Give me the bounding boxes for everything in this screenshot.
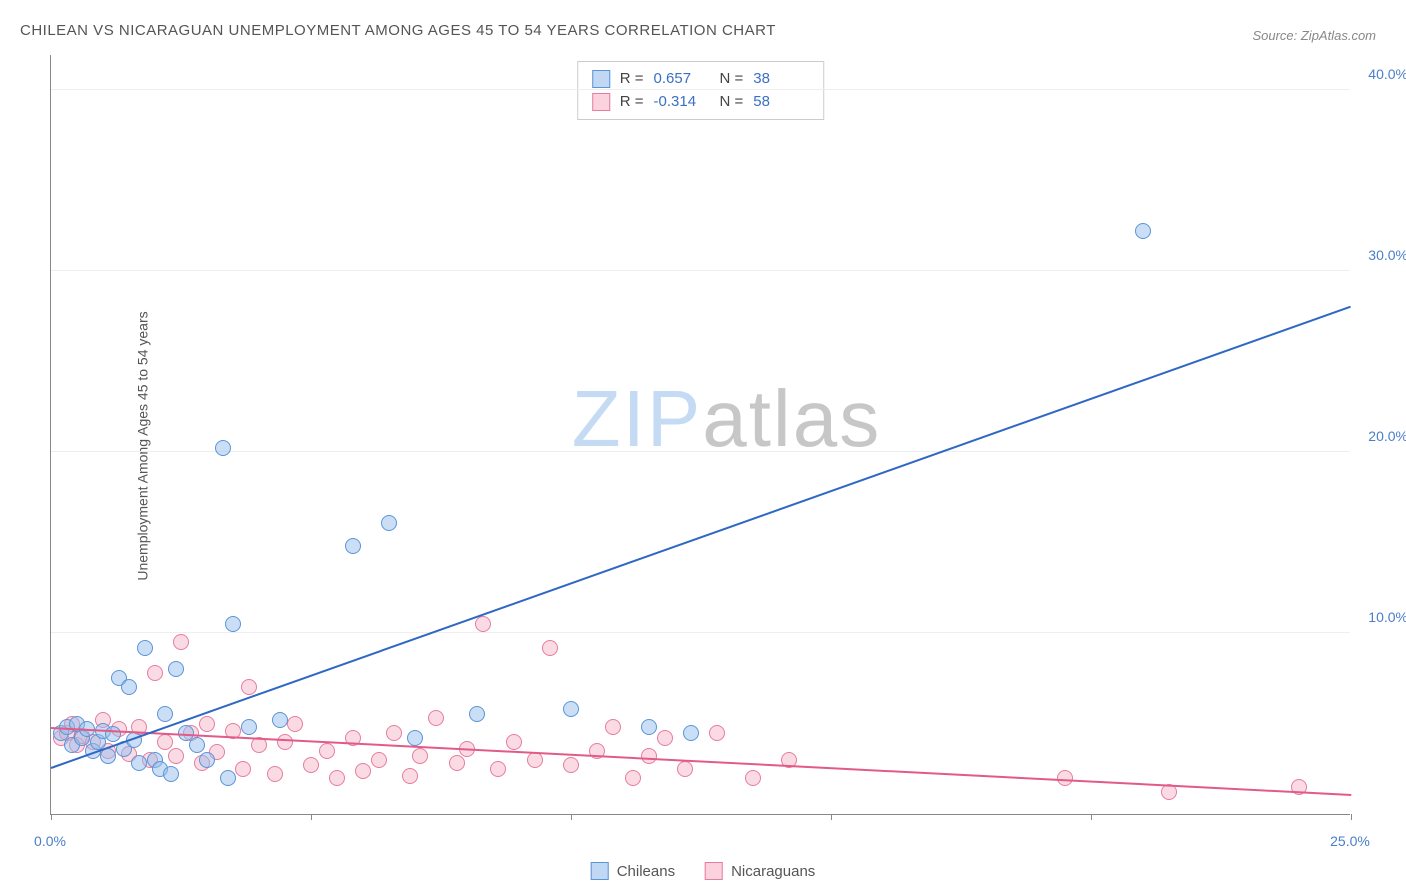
scatter-point — [157, 706, 173, 722]
swatch-blue-icon — [592, 70, 610, 88]
scatter-point — [386, 725, 402, 741]
n-label: N = — [720, 91, 744, 114]
y-tick-label: 10.0% — [1368, 609, 1406, 625]
scatter-point — [147, 665, 163, 681]
scatter-point — [563, 701, 579, 717]
scatter-point — [173, 634, 189, 650]
chilean-n-value: 38 — [753, 68, 809, 91]
stats-box: R = 0.657 N = 38 R = -0.314 N = 58 — [577, 61, 825, 120]
scatter-point — [272, 712, 288, 728]
scatter-point — [1135, 223, 1151, 239]
swatch-pink-icon — [705, 862, 723, 880]
scatter-point — [641, 719, 657, 735]
x-tick — [1091, 814, 1092, 820]
watermark-part1: ZIP — [572, 374, 702, 463]
r-label: R = — [620, 68, 644, 91]
y-tick-label: 40.0% — [1368, 66, 1406, 82]
scatter-point — [605, 719, 621, 735]
watermark-part2: atlas — [702, 374, 881, 463]
scatter-point — [163, 766, 179, 782]
scatter-point — [709, 725, 725, 741]
scatter-point — [329, 770, 345, 786]
gridline — [51, 451, 1350, 452]
scatter-point — [506, 734, 522, 750]
trend-line — [51, 305, 1352, 768]
scatter-point — [490, 761, 506, 777]
swatch-blue-icon — [591, 862, 609, 880]
swatch-pink-icon — [592, 93, 610, 111]
gridline — [51, 270, 1350, 271]
scatter-point — [105, 726, 121, 742]
nicaraguan-n-value: 58 — [753, 91, 809, 114]
nicaraguan-r-value: -0.314 — [654, 91, 710, 114]
x-tick — [51, 814, 52, 820]
scatter-point — [355, 763, 371, 779]
scatter-point — [1057, 770, 1073, 786]
scatter-point — [277, 734, 293, 750]
scatter-point — [449, 755, 465, 771]
gridline — [51, 89, 1350, 90]
y-tick-label: 30.0% — [1368, 247, 1406, 263]
scatter-point — [215, 440, 231, 456]
scatter-point — [371, 752, 387, 768]
x-tick — [311, 814, 312, 820]
scatter-point — [303, 757, 319, 773]
x-tick-label-end: 25.0% — [1330, 833, 1370, 849]
n-label: N = — [720, 68, 744, 91]
scatter-point — [683, 725, 699, 741]
scatter-point — [168, 661, 184, 677]
stats-row-chileans: R = 0.657 N = 38 — [592, 68, 810, 91]
scatter-point — [225, 616, 241, 632]
source-attribution: Source: ZipAtlas.com — [1252, 28, 1376, 43]
scatter-point — [381, 515, 397, 531]
scatter-point — [469, 706, 485, 722]
scatter-point — [563, 757, 579, 773]
legend-item-nicaraguans: Nicaraguans — [705, 862, 815, 880]
scatter-point — [131, 755, 147, 771]
stats-row-nicaraguans: R = -0.314 N = 58 — [592, 91, 810, 114]
scatter-point — [199, 752, 215, 768]
legend-label-chileans: Chileans — [617, 863, 675, 880]
scatter-plot-area: ZIPatlas R = 0.657 N = 38 R = -0.314 N =… — [50, 55, 1350, 815]
scatter-point — [475, 616, 491, 632]
x-tick — [1351, 814, 1352, 820]
scatter-point — [241, 679, 257, 695]
scatter-point — [402, 768, 418, 784]
x-tick-label-start: 0.0% — [34, 833, 66, 849]
scatter-point — [267, 766, 283, 782]
scatter-point — [137, 640, 153, 656]
legend-item-chileans: Chileans — [591, 862, 675, 880]
chilean-r-value: 0.657 — [654, 68, 710, 91]
r-label: R = — [620, 91, 644, 114]
scatter-point — [407, 730, 423, 746]
scatter-point — [625, 770, 641, 786]
scatter-point — [412, 748, 428, 764]
bottom-legend: Chileans Nicaraguans — [591, 862, 816, 880]
scatter-point — [428, 710, 444, 726]
scatter-point — [657, 730, 673, 746]
scatter-point — [189, 737, 205, 753]
scatter-point — [235, 761, 251, 777]
scatter-point — [745, 770, 761, 786]
scatter-point — [241, 719, 257, 735]
page-title: CHILEAN VS NICARAGUAN UNEMPLOYMENT AMONG… — [20, 22, 776, 39]
gridline — [51, 632, 1350, 633]
scatter-point — [157, 734, 173, 750]
scatter-point — [168, 748, 184, 764]
scatter-point — [199, 716, 215, 732]
legend-label-nicaraguans: Nicaraguans — [731, 863, 815, 880]
scatter-point — [677, 761, 693, 777]
scatter-point — [319, 743, 335, 759]
scatter-point — [542, 640, 558, 656]
x-tick — [571, 814, 572, 820]
scatter-point — [220, 770, 236, 786]
x-tick — [831, 814, 832, 820]
y-tick-label: 20.0% — [1368, 428, 1406, 444]
scatter-point — [287, 716, 303, 732]
scatter-point — [121, 679, 137, 695]
scatter-point — [641, 748, 657, 764]
scatter-point — [345, 538, 361, 554]
